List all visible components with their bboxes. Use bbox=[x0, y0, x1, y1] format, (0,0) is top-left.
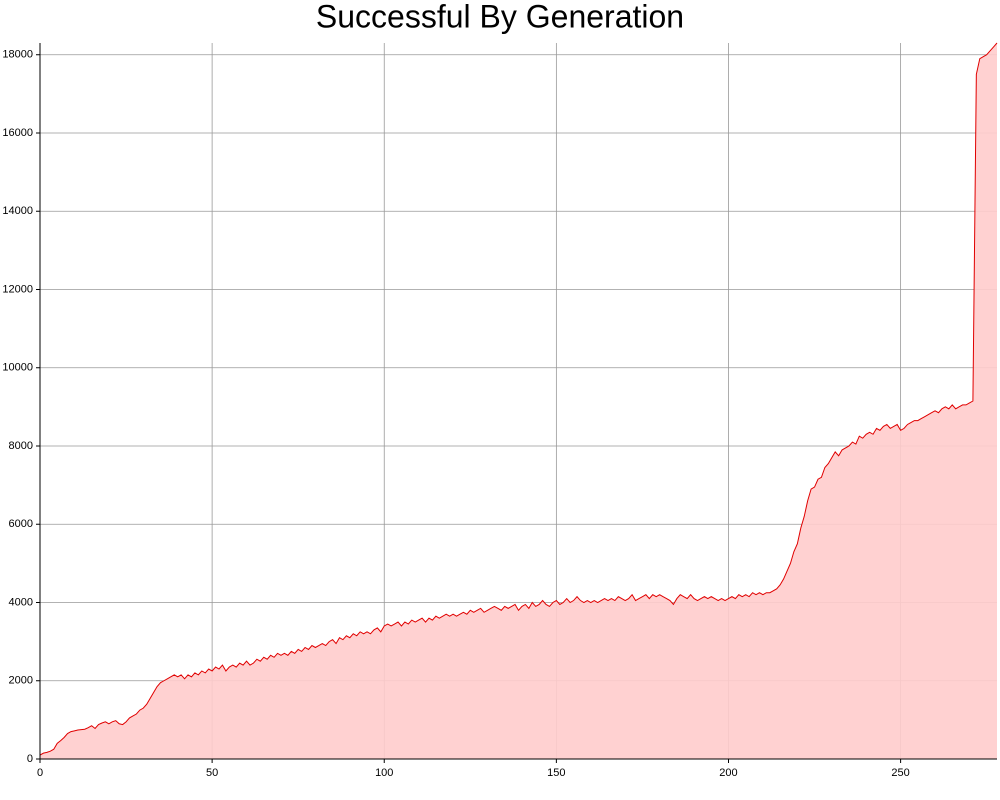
y-tick-label: 14000 bbox=[2, 205, 33, 217]
y-tick-label: 16000 bbox=[2, 127, 33, 139]
y-tick-label: 4000 bbox=[9, 596, 33, 608]
chart-title: Successful By Generation bbox=[316, 0, 684, 34]
y-tick-label: 6000 bbox=[9, 518, 33, 530]
y-tick-label: 12000 bbox=[2, 283, 33, 295]
x-tick-label: 200 bbox=[719, 767, 737, 779]
y-tick-label: 0 bbox=[27, 753, 33, 765]
x-tick-label: 0 bbox=[37, 767, 43, 779]
x-tick-label: 150 bbox=[547, 767, 565, 779]
y-tick-label: 2000 bbox=[9, 675, 33, 687]
x-tick-label: 250 bbox=[891, 767, 909, 779]
x-tick-label: 50 bbox=[206, 767, 218, 779]
y-tick-label: 8000 bbox=[9, 440, 33, 452]
area bbox=[40, 43, 997, 759]
y-tick-label: 18000 bbox=[2, 49, 33, 61]
y-tick-label: 10000 bbox=[2, 362, 33, 374]
line bbox=[39, 42, 998, 756]
x-tick-label: 100 bbox=[375, 767, 393, 779]
